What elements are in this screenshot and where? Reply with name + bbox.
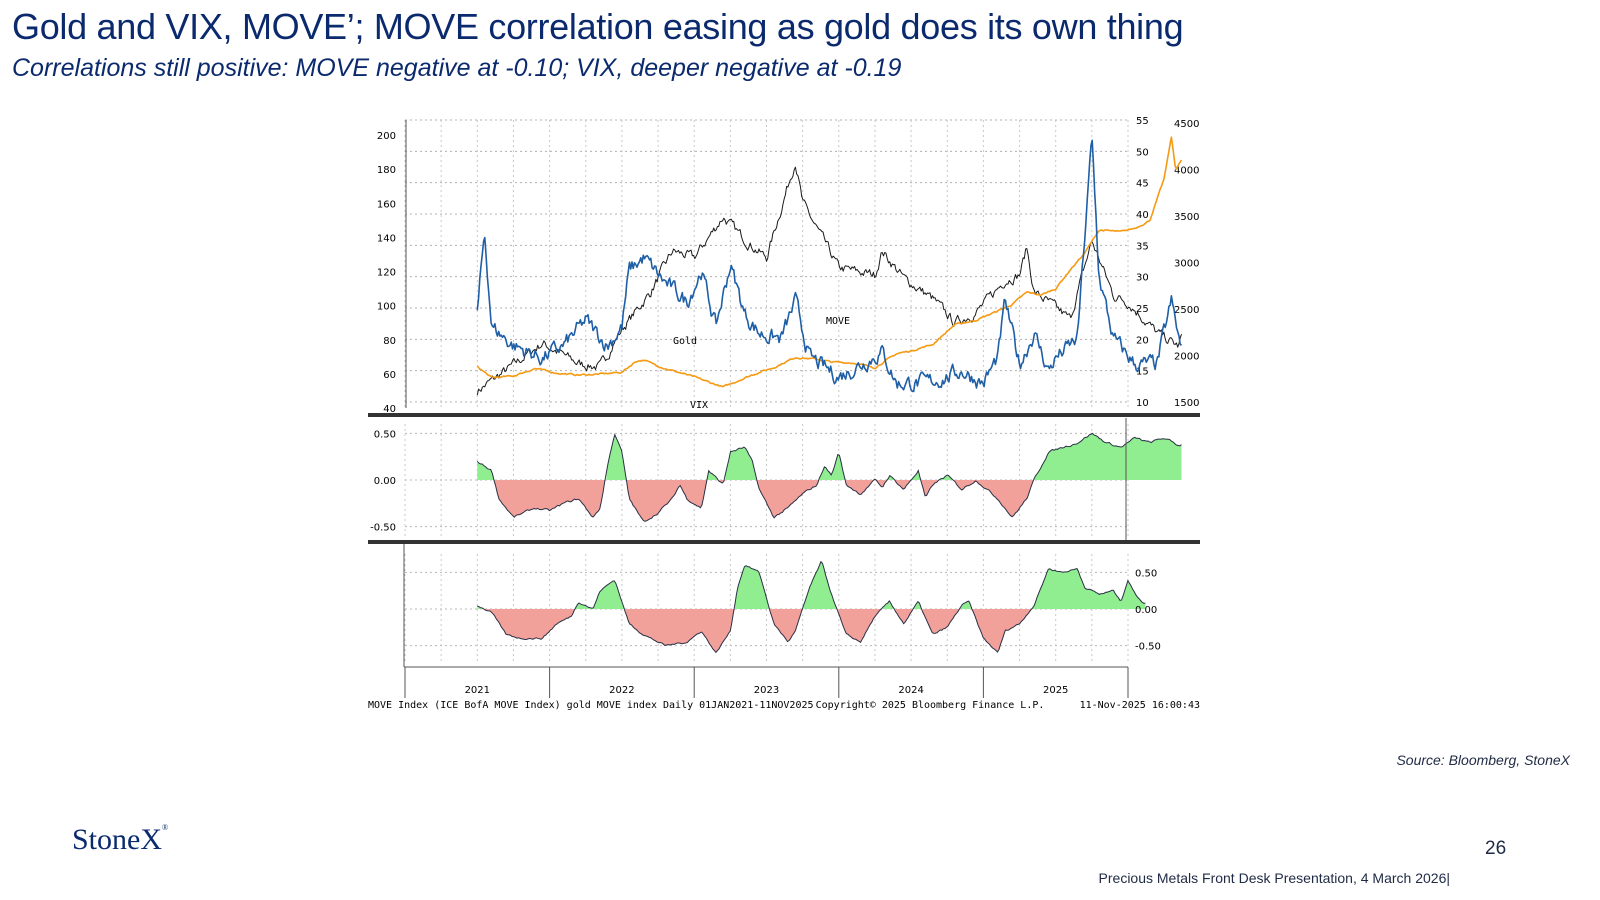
chart-footer-left: MOVE Index (ICE BofA MOVE Index) gold MO… xyxy=(368,700,814,711)
gold-axis-tick: 3000 xyxy=(1174,259,1199,270)
left-axis-tick: 180 xyxy=(377,165,396,176)
gold-axis-tick: 2500 xyxy=(1174,305,1199,316)
vix-axis-tick: 25 xyxy=(1136,304,1149,315)
negative-area xyxy=(757,480,820,518)
bloomberg-chart: 200 180 160 140 120 100 80 60 40 55 50 45 40 35 30 25 20… xyxy=(368,116,1200,711)
series-label-gold: Gold xyxy=(673,336,697,347)
positive-area xyxy=(913,601,923,609)
correlation-axis-tick: 0.00 xyxy=(374,476,396,487)
negative-area xyxy=(838,609,883,643)
positive-area xyxy=(707,470,719,480)
slide-subtitle: Correlations still positive: MOVE negati… xyxy=(12,54,902,82)
year-label: 2022 xyxy=(609,685,634,696)
positive-area xyxy=(735,565,770,609)
gold-axis-tick: 4000 xyxy=(1174,166,1199,177)
left-axis-tick: 160 xyxy=(377,199,396,210)
negative-area xyxy=(876,480,889,487)
series-label-move: MOVE xyxy=(826,316,850,327)
series-line-vix xyxy=(476,139,1183,393)
correlation-axis-tick: 0.50 xyxy=(374,429,396,440)
vix-axis-tick: 45 xyxy=(1136,179,1149,190)
series-label-vix: VIX xyxy=(690,400,708,411)
positive-area xyxy=(1034,433,1182,480)
gold-axis-tick: 1500 xyxy=(1174,398,1199,409)
positive-area xyxy=(803,561,839,609)
panel-separator xyxy=(368,540,1200,544)
positive-area xyxy=(911,470,922,480)
vix-axis-tick: 55 xyxy=(1136,116,1149,127)
negative-area xyxy=(921,480,941,496)
left-axis-tick: 60 xyxy=(383,370,396,381)
vix-axis-tick: 50 xyxy=(1136,147,1149,158)
page-number: 26 xyxy=(1485,838,1507,859)
stonex-logo: StoneX® xyxy=(72,823,169,856)
chart-footer-date: 11-Nov-2025 16:00:43 xyxy=(1080,700,1200,711)
negative-area xyxy=(625,609,735,653)
positive-area xyxy=(960,601,972,609)
year-label: 2024 xyxy=(898,685,923,696)
negative-area xyxy=(494,480,607,518)
panel-separator xyxy=(368,413,1200,417)
footer-text: Precious Metals Front Desk Presentation,… xyxy=(1098,870,1450,886)
negative-area xyxy=(953,480,1034,517)
correlation-axis-tick: -0.50 xyxy=(370,523,396,534)
correlation-line-1 xyxy=(476,432,1182,522)
positive-area xyxy=(819,454,847,480)
negative-area xyxy=(972,609,1033,653)
negative-area xyxy=(846,480,875,495)
vix-axis-tick: 20 xyxy=(1136,335,1149,346)
correlation-line-2 xyxy=(477,560,1146,654)
correlation-axis-tick: 0.50 xyxy=(1135,568,1157,579)
series-line-gold xyxy=(476,136,1183,388)
gold-axis-tick: 4500 xyxy=(1174,119,1199,130)
left-axis-tick: 100 xyxy=(377,302,396,313)
correlation-axis-tick: 0.00 xyxy=(1135,605,1157,616)
logo-text: StoneX xyxy=(72,823,162,856)
chart-footer-copyright: Copyright© 2025 Bloomberg Finance L.P. xyxy=(816,700,1045,711)
left-axis-tick: 80 xyxy=(383,336,396,347)
gold-axis-tick: 3500 xyxy=(1174,212,1199,223)
left-axis-tick: 120 xyxy=(377,268,396,279)
left-axis-tick: 200 xyxy=(377,131,396,142)
positive-area xyxy=(477,461,495,480)
year-label: 2023 xyxy=(754,685,779,696)
series-line-move xyxy=(476,166,1182,396)
negative-area xyxy=(922,609,961,634)
year-label: 2025 xyxy=(1043,685,1068,696)
gold-axis-tick: 2000 xyxy=(1174,352,1199,363)
year-label: 2021 xyxy=(465,685,490,696)
negative-area xyxy=(895,609,914,624)
positive-area xyxy=(1032,568,1146,609)
correlation-axis-tick: -0.50 xyxy=(1135,642,1161,653)
negative-area xyxy=(894,480,912,490)
source-note: Source: Bloomberg, StoneX xyxy=(1396,752,1570,768)
positive-area xyxy=(575,580,626,609)
left-axis-tick: 40 xyxy=(383,404,396,415)
vix-axis-tick: 10 xyxy=(1136,398,1149,409)
positive-area xyxy=(477,605,486,609)
left-axis-tick: 140 xyxy=(377,233,396,244)
positive-area xyxy=(606,434,627,480)
vix-axis-tick: 30 xyxy=(1136,273,1149,284)
negative-area xyxy=(626,480,707,522)
vix-axis-tick: 35 xyxy=(1136,241,1149,252)
vix-axis-tick: 40 xyxy=(1136,210,1149,221)
vix-axis-tick: 15 xyxy=(1136,367,1149,378)
slide-title: Gold and VIX, MOVE’; MOVE correlation ea… xyxy=(12,6,1184,47)
negative-area xyxy=(485,609,576,640)
negative-area xyxy=(770,609,804,642)
